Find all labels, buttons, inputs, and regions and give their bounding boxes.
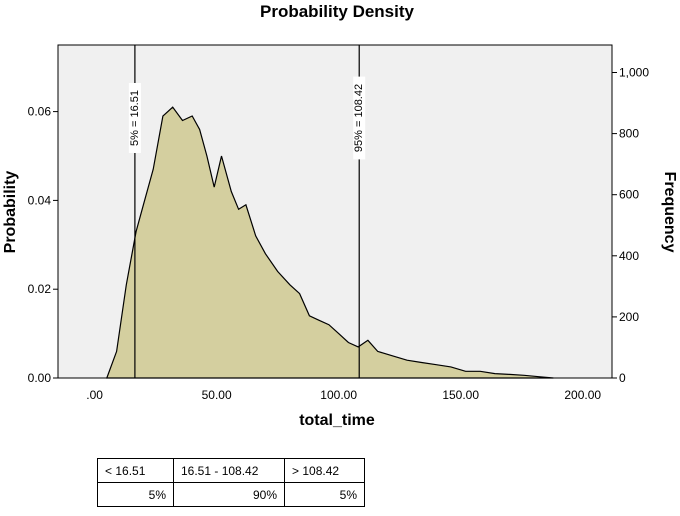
summary-header-cell: > 108.42 — [284, 458, 365, 483]
y-tick-label: 0.00 — [28, 371, 52, 385]
y2-tick-label: 600 — [619, 188, 639, 202]
y-axis-right: 0 200 400 600 800 1,000 — [612, 65, 649, 385]
probability-density-chart: Probability Density 5% = 16.51 95% = 108.… — [2, 2, 678, 429]
x-tick-label: 200.00 — [564, 388, 601, 402]
percentile-marker-label: 95% = 108.42 — [353, 84, 365, 152]
density-area — [105, 106, 554, 379]
summary-value-row: 5% 90% 5% — [97, 482, 365, 507]
y-axis-left: 0.00 0.02 0.04 0.06 — [28, 105, 58, 385]
percentile-marker-label-bg — [128, 83, 141, 153]
x-tick-label: .00 — [86, 388, 103, 402]
x-tick-label: 150.00 — [442, 388, 479, 402]
y2-tick-label: 1,000 — [619, 65, 649, 79]
summary-header-row: < 16.51 16.51 - 108.42 > 108.42 — [97, 458, 365, 483]
summary-header-cell: < 16.51 — [97, 458, 174, 483]
chart-title: Probability Density — [260, 2, 415, 21]
percentile-marker-label: 5% = 16.51 — [129, 90, 141, 146]
density-area-layer — [105, 106, 554, 379]
x-axis-label: total_time — [299, 412, 375, 429]
y2-tick-label: 0 — [619, 371, 626, 385]
summary-value-cell: 5% — [97, 482, 174, 507]
y2-tick-label: 200 — [619, 310, 639, 324]
x-tick-label: 100.00 — [320, 388, 357, 402]
percentile-markers: 5% = 16.51 95% = 108.42 — [128, 45, 366, 378]
y2-tick-label: 400 — [619, 249, 639, 263]
percentile-marker-label-bg — [353, 76, 366, 160]
y-tick-label: 0.04 — [28, 193, 52, 207]
summary-header-cell: 16.51 - 108.42 — [173, 458, 285, 483]
percentile-summary-table: < 16.51 16.51 - 108.42 > 108.42 5% 90% 5… — [97, 458, 365, 507]
y2-axis-label: Frequency — [661, 172, 678, 253]
y-tick-label: 0.02 — [28, 282, 52, 296]
x-axis: .00 50.00 100.00 150.00 200.00 — [86, 388, 601, 402]
summary-value-cell: 90% — [173, 482, 285, 507]
y2-tick-label: 800 — [619, 127, 639, 141]
y-axis-label: Probability — [2, 171, 19, 254]
x-tick-label: 50.00 — [202, 388, 232, 402]
summary-value-cell: 5% — [284, 482, 365, 507]
y-tick-label: 0.06 — [28, 105, 52, 119]
